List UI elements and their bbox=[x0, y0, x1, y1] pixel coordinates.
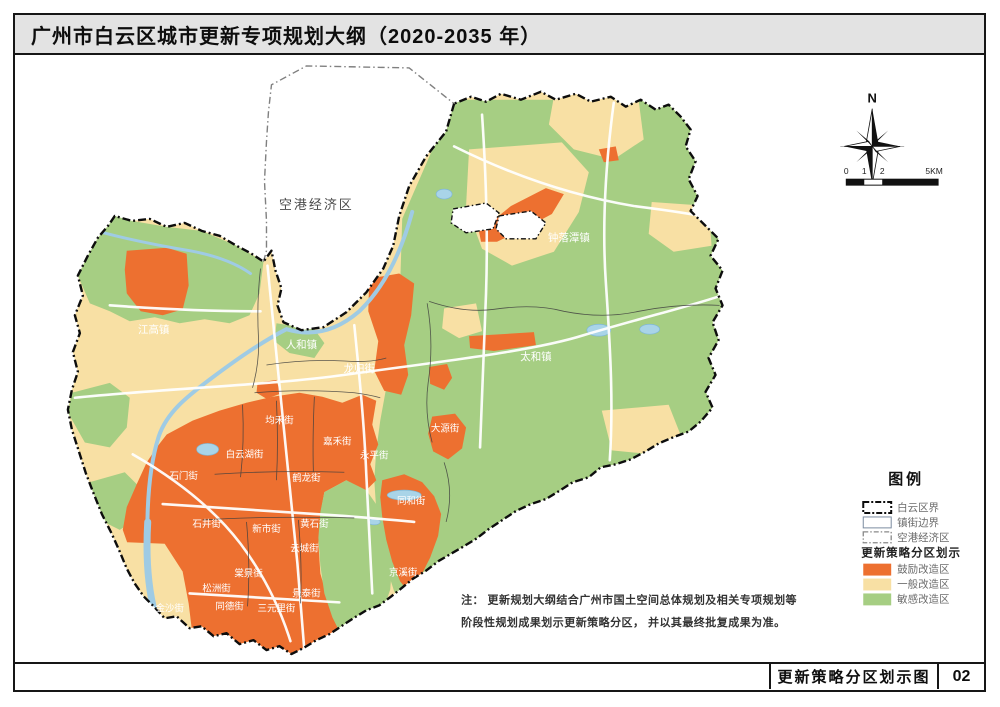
label-yongping: 永平街 bbox=[360, 449, 389, 461]
legend-item-sensitive: 敏感改造区 bbox=[897, 592, 949, 605]
bottom-bar: 更新策略分区划示图 02 bbox=[15, 662, 984, 689]
scale-bar: 0 1 2 5KM bbox=[844, 166, 943, 186]
legend-item-airport-zone: 空港经济区 bbox=[897, 531, 949, 544]
bottom-bar-spacer bbox=[15, 664, 769, 689]
sheet-number: 02 bbox=[937, 664, 984, 689]
label-taihe: 太和镇 bbox=[520, 350, 551, 363]
label-tongde: 同德街 bbox=[215, 600, 244, 612]
label-dayuan: 大源街 bbox=[431, 423, 460, 435]
label-sanyuanli: 三元里街 bbox=[258, 602, 296, 614]
map-area: 空港经济区 钟落潭镇 江高镇 人和镇 龙归街 太和镇 均禾街 嘉禾街 永平街 白… bbox=[15, 55, 984, 662]
label-jianggao: 江高镇 bbox=[138, 323, 169, 336]
note-line-1: 注： 更新规划大纲结合广州市国土空间总体规划及相关专项规划等 bbox=[461, 592, 797, 606]
label-yuncheng: 云城街 bbox=[290, 543, 319, 555]
title-bar: 广州市白云区城市更新专项规划大纲（2020-2035 年） bbox=[15, 15, 984, 55]
map-note: 注： 更新规划大纲结合广州市国土空间总体规划及相关专项规划等 阶段性规划成果划示… bbox=[461, 592, 797, 629]
label-shijing: 石井街 bbox=[192, 518, 221, 530]
label-tangjing: 棠景街 bbox=[234, 568, 263, 580]
label-zhongluotan: 钟落潭镇 bbox=[548, 231, 590, 244]
special-dashed-zones bbox=[450, 202, 547, 240]
legend-section-header: 更新策略分区划示 bbox=[861, 546, 961, 560]
label-jingxi: 京溪街 bbox=[389, 567, 418, 579]
label-huangshi: 黄石街 bbox=[300, 518, 329, 530]
label-helong: 鹤龙街 bbox=[292, 472, 321, 484]
note-line-2: 阶段性规划成果划示更新策略分区， 并以其最终批复成果为准。 bbox=[461, 615, 785, 629]
sheet-name: 更新策略分区划示图 bbox=[769, 664, 937, 689]
label-tonghe: 同和街 bbox=[397, 495, 426, 507]
label-jingtai: 景泰街 bbox=[292, 587, 321, 599]
town-boundaries bbox=[202, 268, 720, 607]
svg-text:1: 1 bbox=[862, 166, 867, 176]
label-longgui: 龙归街 bbox=[344, 362, 376, 375]
svg-text:N: N bbox=[868, 91, 877, 106]
label-jinsha: 金沙街 bbox=[155, 602, 184, 614]
map-canvas: 空港经济区 钟落潭镇 江高镇 人和镇 龙归街 太和镇 均禾街 嘉禾街 永平街 白… bbox=[66, 65, 961, 656]
label-junhe: 均禾街 bbox=[265, 415, 294, 427]
label-xinshi: 新市街 bbox=[252, 523, 281, 535]
legend-item-district-boundary: 白云区界 bbox=[897, 501, 939, 514]
svg-text:2: 2 bbox=[880, 166, 885, 176]
legend-title: 图例 bbox=[888, 470, 924, 488]
legend: 图例 白云区界 镇街边界 空港经济区 更新策略分区划示 鼓励改造区 一般改造区 … bbox=[861, 470, 961, 605]
legend-item-town-boundary: 镇街边界 bbox=[897, 516, 939, 529]
airport-zone-boundary bbox=[262, 65, 455, 262]
map-labels: 空港经济区 钟落潭镇 江高镇 人和镇 龙归街 太和镇 均禾街 嘉禾街 永平街 白… bbox=[138, 197, 590, 614]
sheet-frame: 广州市白云区城市更新专项规划大纲（2020-2035 年） bbox=[13, 13, 986, 692]
compass-icon: N bbox=[840, 91, 905, 185]
svg-text:0: 0 bbox=[844, 166, 849, 176]
label-songzhou: 松洲街 bbox=[202, 582, 231, 594]
label-jiahe: 嘉禾街 bbox=[323, 435, 352, 447]
legend-item-general: 一般改造区 bbox=[897, 578, 949, 591]
label-shimen: 石门街 bbox=[169, 470, 198, 482]
svg-text:5KM: 5KM bbox=[925, 166, 942, 176]
label-baiyunhu: 白云湖街 bbox=[226, 448, 264, 460]
page-title: 广州市白云区城市更新专项规划大纲（2020-2035 年） bbox=[31, 25, 542, 48]
label-renhe: 人和镇 bbox=[286, 338, 317, 351]
district-boundary bbox=[66, 90, 724, 656]
legend-item-encouraged: 鼓励改造区 bbox=[897, 563, 949, 576]
label-airport-zone: 空港经济区 bbox=[279, 197, 354, 212]
